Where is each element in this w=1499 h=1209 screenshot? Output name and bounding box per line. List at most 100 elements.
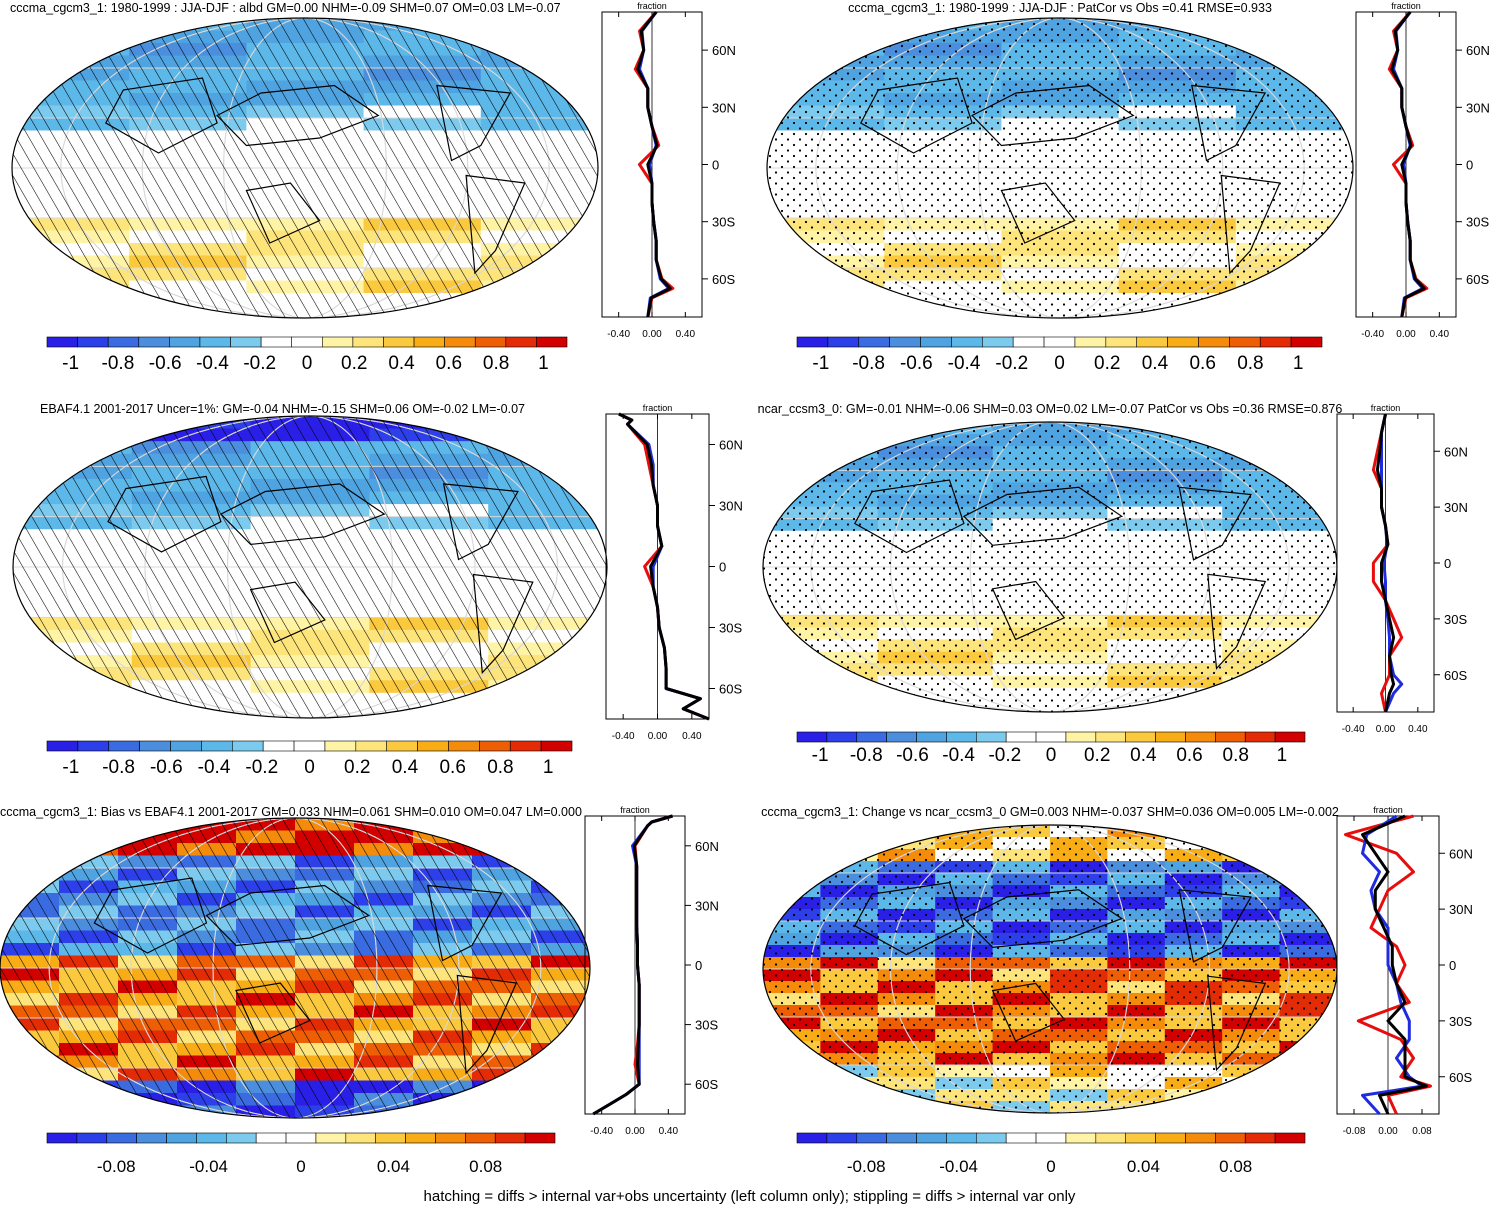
colorbar-swatch bbox=[886, 731, 917, 743]
colorbar-tick-label: 1 bbox=[538, 353, 549, 374]
map-cell bbox=[1222, 675, 1337, 689]
map-cell bbox=[1222, 422, 1337, 436]
mean-line bbox=[1390, 11, 1426, 318]
colorbar-swatch bbox=[1259, 336, 1292, 348]
map bbox=[13, 416, 607, 718]
colorbar-tick-label: 0.4 bbox=[1142, 353, 1169, 374]
zonal-x-axis-label: fraction bbox=[643, 403, 673, 413]
colorbar-swatch bbox=[1005, 731, 1037, 743]
map-cell bbox=[413, 818, 473, 832]
colorbar-swatch bbox=[413, 336, 445, 348]
stippling-overlay bbox=[763, 422, 1337, 712]
colorbar: -1 -0.8 -0.6 -0.4 -0.2 0 0.2 0.4 0.6 0.8 1 bbox=[46, 740, 573, 778]
colorbar-tick-label: 0 bbox=[304, 757, 315, 778]
map-cell bbox=[763, 1101, 822, 1113]
colorbar-swatch bbox=[321, 336, 354, 348]
map-cell bbox=[1279, 861, 1337, 874]
colorbar-tick-label: 0.2 bbox=[341, 353, 367, 374]
zonal-lat-tick-label: 30N bbox=[1449, 902, 1473, 917]
map-cell bbox=[12, 18, 131, 32]
colorbar-swatch bbox=[166, 1132, 197, 1144]
colorbar-tick-label: 0.04 bbox=[1127, 1157, 1160, 1176]
map-cell bbox=[13, 705, 133, 718]
zonal-lat-tick-label: 30S bbox=[1444, 612, 1467, 627]
coastline bbox=[442, 483, 519, 561]
colorbar-tick-label: -0.04 bbox=[939, 1157, 978, 1176]
colorbar-swatch bbox=[916, 1132, 947, 1144]
zonal-x-tick-label: 0.40 bbox=[659, 1126, 679, 1137]
colorbar-swatch bbox=[1035, 731, 1067, 743]
map-cell bbox=[763, 861, 822, 874]
zonal-lat-tick-label: 60N bbox=[1444, 444, 1468, 459]
colorbar-swatch bbox=[196, 1132, 227, 1144]
colorbar-swatch bbox=[293, 740, 326, 752]
colorbar-tick-label: -1 bbox=[812, 745, 829, 766]
obs-line bbox=[592, 814, 673, 1116]
mean-line bbox=[592, 814, 673, 1116]
colorbar-swatch bbox=[1043, 336, 1076, 348]
colorbar-swatch bbox=[255, 1132, 287, 1144]
colorbar-swatch bbox=[106, 1132, 137, 1144]
colorbar-swatch bbox=[76, 1132, 108, 1144]
zonal-x-tick-label: -0.40 bbox=[607, 329, 630, 340]
colorbar-swatch bbox=[1274, 1132, 1306, 1144]
colorbar-tick-label: -0.2 bbox=[988, 745, 1021, 766]
coastline bbox=[205, 884, 371, 947]
colorbar-swatch bbox=[1035, 1132, 1067, 1144]
map-cell bbox=[763, 825, 822, 838]
coastline bbox=[235, 982, 311, 1044]
colorbar-tick-label: 0.8 bbox=[1237, 353, 1263, 374]
zonal-x-axis-label: fraction bbox=[637, 1, 667, 11]
map-cell bbox=[763, 1065, 822, 1078]
zonal-lat-tick-label: 30N bbox=[1444, 500, 1468, 515]
map-cell bbox=[1279, 825, 1337, 838]
colorbar-swatch bbox=[1155, 1132, 1186, 1144]
colorbar-tick-label: 0.04 bbox=[377, 1157, 410, 1176]
zonal-x-tick-label: 0.40 bbox=[1430, 329, 1450, 340]
colorbar-tick-label: -0.2 bbox=[995, 353, 1028, 374]
map-cell bbox=[0, 830, 60, 844]
map-border bbox=[12, 415, 608, 719]
mean-line bbox=[1375, 413, 1396, 713]
colorbar-swatch bbox=[291, 336, 323, 348]
panel-3: EBAF4.1 2001-2017 Uncer=1%: GM=-0.04 NHM… bbox=[12, 402, 743, 778]
colorbar-tick-label: -0.4 bbox=[198, 757, 231, 778]
colorbar-tick-label: 0.08 bbox=[469, 1157, 502, 1176]
coastline bbox=[1178, 889, 1252, 963]
colorbar-swatch bbox=[920, 336, 952, 348]
coastline bbox=[249, 581, 326, 644]
zonal-x-axis-label: fraction bbox=[620, 805, 650, 815]
colorbar-swatch bbox=[383, 336, 415, 348]
map-cell bbox=[763, 699, 879, 712]
colorbar-tick-label: 0.6 bbox=[439, 757, 465, 778]
map-cell bbox=[1222, 699, 1337, 712]
colorbar-swatch bbox=[1095, 1132, 1127, 1144]
map-cell bbox=[13, 680, 133, 694]
map-cell bbox=[12, 293, 131, 307]
coastline bbox=[991, 982, 1066, 1042]
colorbar-swatch bbox=[1065, 1132, 1097, 1144]
panel-4: ncar_ccsm3_0: GM=-0.01 NHM=-0.06 SHM=0.0… bbox=[758, 402, 1468, 766]
map-cell bbox=[531, 1105, 590, 1118]
map-cell bbox=[531, 843, 590, 857]
map-cell bbox=[1279, 837, 1337, 850]
colorbar-tick-label: 0.8 bbox=[1223, 745, 1249, 766]
colorbar-swatch bbox=[1074, 336, 1107, 348]
model-line bbox=[638, 11, 671, 318]
map-cell bbox=[1164, 1101, 1224, 1113]
zonal-x-tick-label: 0.00 bbox=[1376, 724, 1396, 735]
colorbar-swatch bbox=[916, 731, 947, 743]
panel-title: cccma_cgcm3_1: Change vs ncar_ccsm3_0 GM… bbox=[761, 805, 1339, 819]
map-cell bbox=[472, 818, 532, 832]
map-cell bbox=[531, 1080, 590, 1094]
colorbar-swatch bbox=[1095, 731, 1127, 743]
colorbar-swatch bbox=[1274, 731, 1306, 743]
zonal-mean-plot: fraction -0.40 0.00 0.40 60N 30N 0 30S 60S bbox=[605, 403, 743, 742]
colorbar-tick-label: -0.08 bbox=[847, 1157, 886, 1176]
zonal-lat-tick-label: 60N bbox=[712, 43, 736, 58]
zonal-lat-tick-label: 0 bbox=[1466, 158, 1473, 173]
colorbar-swatch bbox=[77, 740, 110, 752]
map-cell bbox=[767, 305, 886, 318]
colorbar-swatch bbox=[1215, 731, 1246, 743]
